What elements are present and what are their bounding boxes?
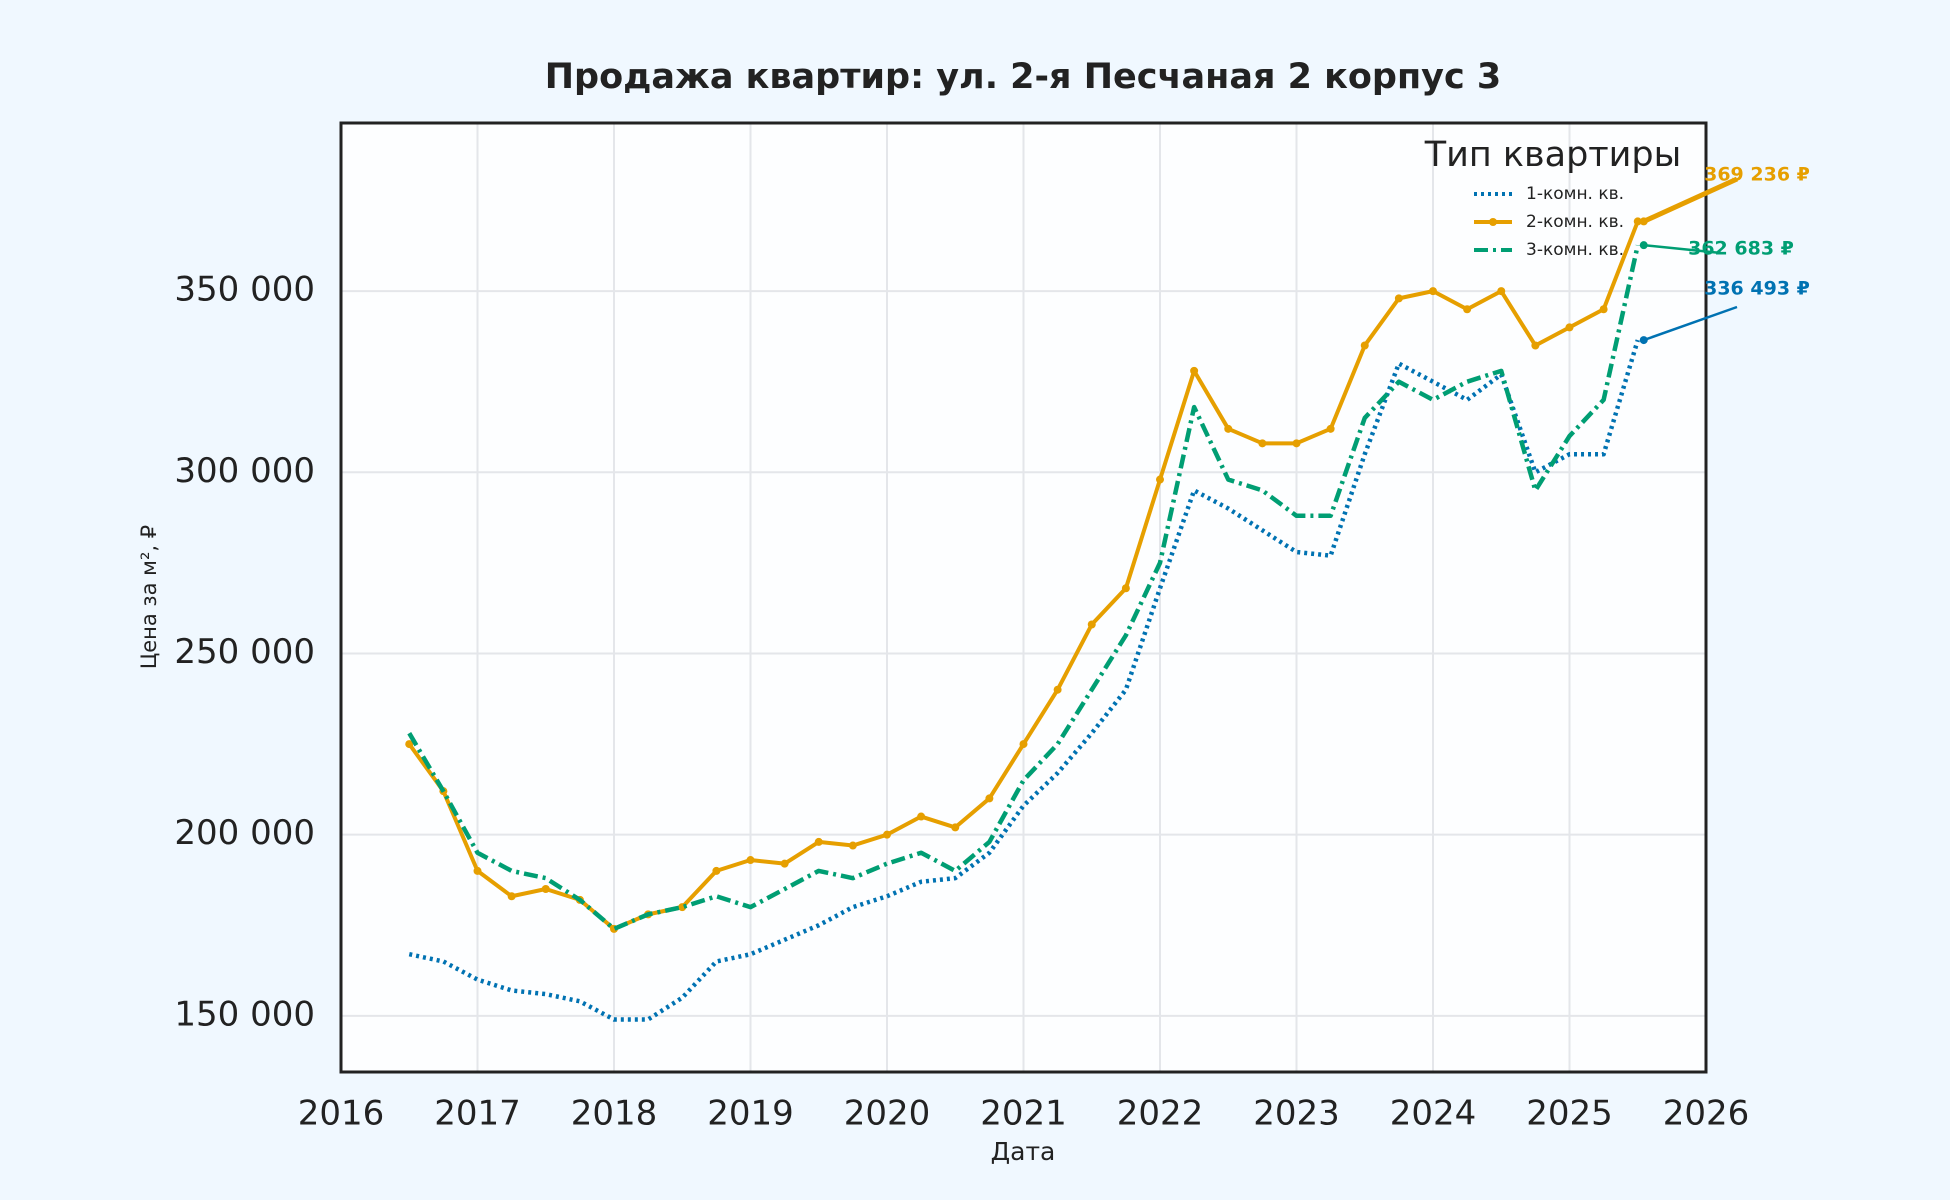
series-marker (1053, 685, 1062, 694)
series-marker (1121, 584, 1130, 593)
series-marker (848, 841, 857, 850)
x-tick-label: 2024 (1390, 1094, 1477, 1134)
series-marker (1224, 424, 1233, 433)
legend-marker (1489, 218, 1497, 226)
legend-title: Тип квартиры (1424, 135, 1682, 175)
series-marker (1019, 740, 1028, 749)
series-marker (1258, 439, 1267, 448)
arrow-head (1639, 336, 1648, 345)
legend-label: 3-комн. кв. (1526, 240, 1624, 260)
series-marker (1326, 424, 1335, 433)
chart-title: Продажа квартир: ул. 2-я Песчаная 2 корп… (545, 57, 1502, 97)
series-marker (1599, 305, 1608, 314)
y-tick-label: 350 000 (174, 270, 315, 310)
x-tick-label: 2025 (1526, 1094, 1613, 1134)
legend-label: 2-комн. кв. (1526, 212, 1624, 232)
series-marker (405, 740, 414, 749)
y-tick-label: 250 000 (174, 632, 315, 672)
x-tick-label: 2017 (434, 1094, 521, 1134)
annotation-arrow (1643, 305, 1738, 342)
annotation-arrow (1642, 176, 1739, 224)
series-marker (1497, 287, 1506, 296)
x-tick-label: 2021 (980, 1094, 1067, 1134)
series-marker (507, 892, 516, 901)
series-marker (814, 837, 823, 846)
series-marker (985, 794, 994, 803)
series-marker (1633, 217, 1642, 226)
series-marker (712, 866, 721, 875)
legend-label: 1-комн. кв. (1526, 184, 1624, 204)
series-marker (1360, 341, 1369, 350)
series-marker (917, 812, 926, 821)
series-marker (1190, 366, 1199, 375)
annotation-arrow (1643, 243, 1722, 255)
series-marker (1156, 475, 1164, 484)
y-tick-label: 150 000 (174, 994, 315, 1034)
x-tick-label: 2022 (1117, 1094, 1204, 1134)
arrow-head (1639, 217, 1648, 226)
x-tick-label: 2018 (571, 1094, 658, 1134)
value-label: 369 236 ₽ (1704, 164, 1810, 186)
series-marker (1463, 305, 1472, 314)
series-marker (951, 823, 960, 832)
series-marker (1565, 323, 1574, 332)
series-marker (541, 885, 550, 894)
series-marker (780, 859, 789, 868)
x-tick-label: 2023 (1253, 1094, 1340, 1134)
value-label: 362 683 ₽ (1688, 238, 1794, 260)
series-marker (1394, 294, 1403, 303)
series-marker (1531, 341, 1540, 350)
plot-border (339, 121, 1708, 1074)
series-marker (1087, 620, 1096, 629)
x-axis-label: Дата (991, 1137, 1056, 1166)
y-tick-label: 300 000 (174, 451, 315, 491)
series-marker (1429, 287, 1437, 296)
arrow-head (1639, 241, 1648, 250)
x-tick-label: 2020 (844, 1094, 931, 1134)
series-marker (746, 856, 755, 865)
y-axis-label: Цена за м², ₽ (137, 525, 161, 669)
x-tick-label: 2026 (1663, 1094, 1750, 1134)
series-marker (1292, 439, 1301, 448)
series-line (408, 339, 1640, 1022)
x-tick-label: 2016 (298, 1094, 385, 1134)
value-label: 336 493 ₽ (1704, 278, 1810, 300)
series-marker (883, 830, 891, 839)
y-tick-label: 200 000 (174, 813, 315, 853)
series-marker (473, 866, 482, 875)
x-tick-label: 2019 (707, 1094, 794, 1134)
